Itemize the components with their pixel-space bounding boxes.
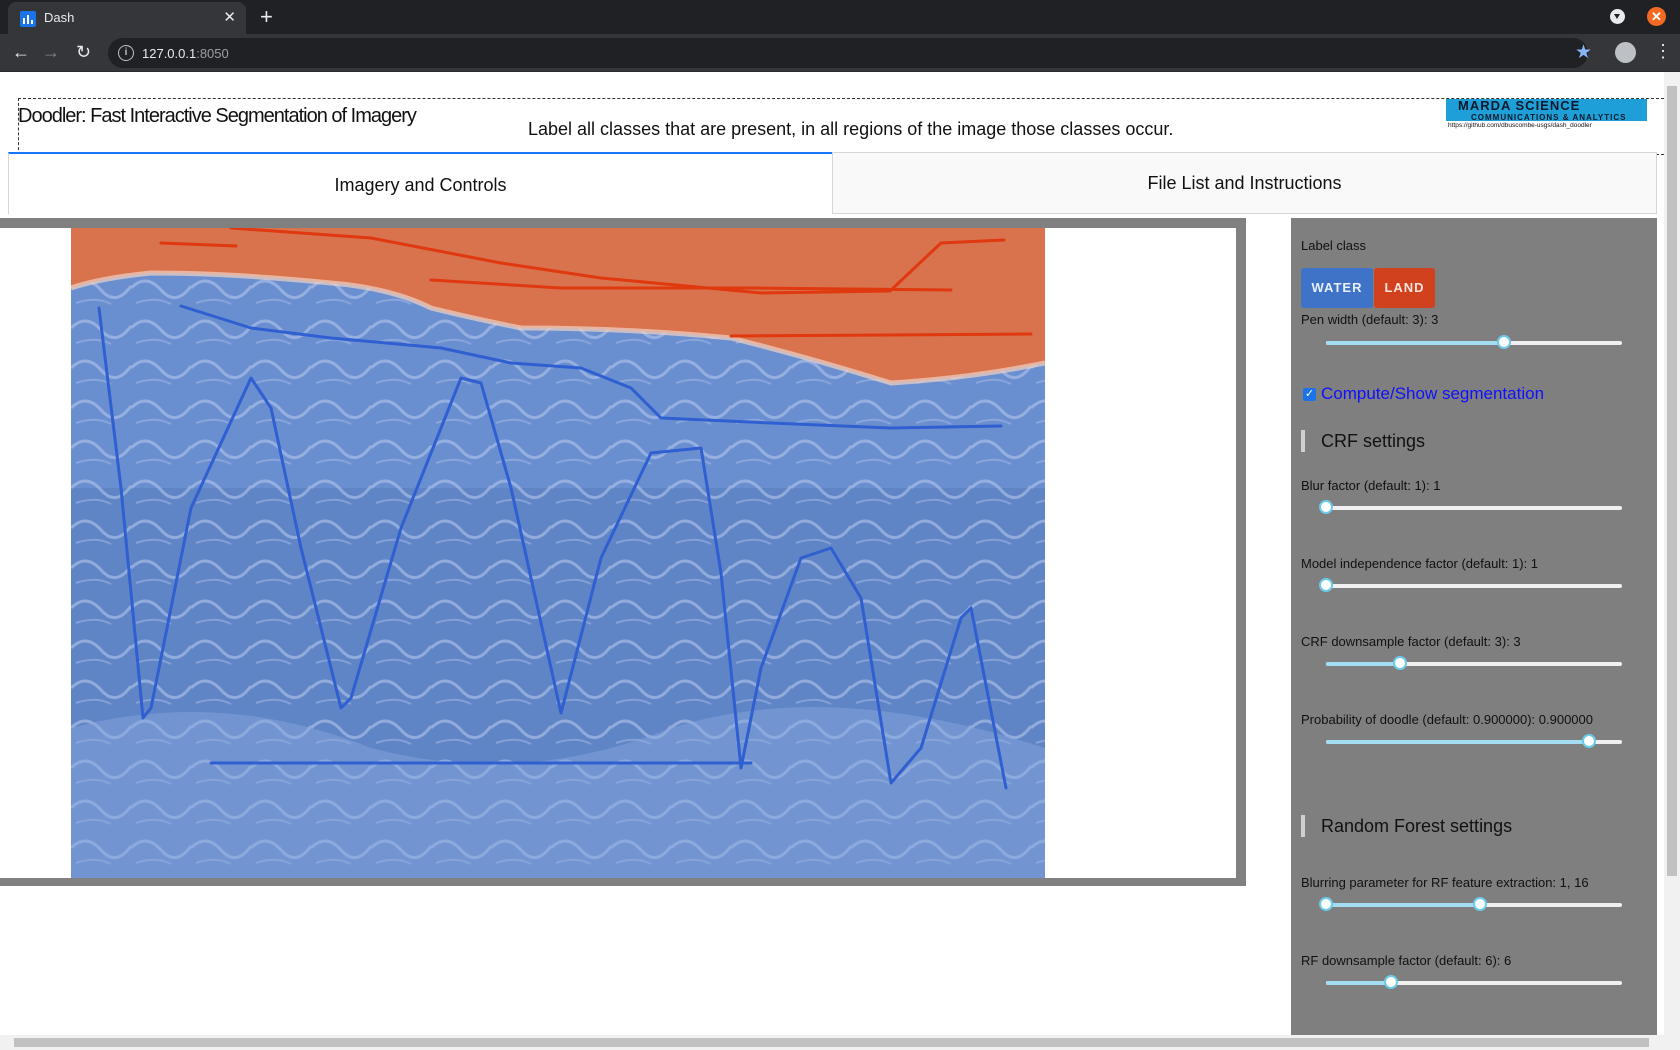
rf-downsample-label: RF downsample factor (default: 6): 6 <box>1301 953 1512 968</box>
tab-file-list-instructions[interactable]: File List and Instructions <box>832 152 1657 214</box>
bookmark-star-icon[interactable]: ★ <box>1575 42 1593 63</box>
land-doodles <box>159 228 1033 338</box>
browser-tab-strip: Dash ✕ + ✕ <box>0 0 1680 34</box>
marda-logo <box>1446 99 1647 121</box>
slider-handle[interactable] <box>1496 335 1511 349</box>
browser-toolbar: ← → ↻ i 127.0.0.1:8050 <box>0 34 1680 72</box>
crf-settings-heading: CRF settings <box>1301 430 1425 452</box>
crf-downsample-slider[interactable] <box>1326 656 1622 670</box>
doodle-probability-label: Probability of doodle (default: 0.900000… <box>1301 712 1593 727</box>
crf-downsample-label: CRF downsample factor (default: 3): 3 <box>1301 634 1521 649</box>
slider-handle[interactable] <box>1319 578 1333 592</box>
dash-favicon-icon <box>20 11 36 27</box>
slider-handle[interactable] <box>1384 975 1399 989</box>
window-close-button[interactable]: ✕ <box>1647 7 1666 26</box>
compute-segmentation-checkbox[interactable]: ✓ <box>1303 388 1316 401</box>
segmented-image[interactable] <box>71 228 1045 878</box>
slider-track-fill <box>1326 903 1480 907</box>
shoreline <box>71 270 1045 386</box>
slider-track-fill <box>1326 662 1400 666</box>
model-independence-slider[interactable] <box>1319 578 1622 592</box>
near-surf-foam <box>71 707 1045 878</box>
rf-downsample-slider[interactable] <box>1326 975 1622 989</box>
water-doodles <box>97 304 1008 790</box>
tab-imagery-controls[interactable]: Imagery and Controls <box>8 152 832 214</box>
slider-track-fill <box>1326 740 1590 744</box>
horizontal-scrollbar[interactable] <box>0 1035 1680 1050</box>
address-bar[interactable]: i 127.0.0.1:8050 <box>108 38 1588 68</box>
back-arrow-icon[interactable]: ← <box>12 42 30 62</box>
tab-close-icon[interactable]: ✕ <box>223 9 236 26</box>
scrollbar-thumb[interactable] <box>14 1038 1649 1047</box>
logo-url: https://github.com/dbuscombe-usgs/dash_d… <box>1448 122 1592 129</box>
blur-factor-slider[interactable] <box>1319 500 1622 514</box>
profile-avatar-icon[interactable] <box>1615 42 1636 63</box>
slider-handle[interactable] <box>1319 500 1333 514</box>
instruction-text: Label all classes that are present, in a… <box>528 119 1174 139</box>
rf-blurring-label: Blurring parameter for RF feature extrac… <box>1301 875 1589 890</box>
slider-track-fill <box>1326 981 1392 985</box>
controls-panel: Label class WATER LAND Pen width (defaul… <box>1291 218 1657 1035</box>
forward-arrow-icon[interactable]: → <box>42 42 60 62</box>
tab-title: Dash <box>44 10 75 25</box>
slider-handle[interactable] <box>1582 734 1597 748</box>
blur-factor-label: Blur factor (default: 1): 1 <box>1301 478 1441 493</box>
logo-subtitle: COMMUNICATIONS & ANALYTICS <box>1471 113 1627 122</box>
model-independence-label: Model independence factor (default: 1): … <box>1301 556 1539 571</box>
pen-width-slider[interactable] <box>1326 335 1622 349</box>
slider-handle-high[interactable] <box>1472 897 1487 911</box>
slider-handle[interactable] <box>1393 656 1407 670</box>
slider-handle-low[interactable] <box>1319 897 1333 911</box>
site-info-icon[interactable]: i <box>118 45 134 61</box>
browser-menu-icon[interactable]: ⋮ <box>1654 41 1672 61</box>
vertical-scrollbar[interactable] <box>1664 72 1680 1035</box>
doodle-probability-slider[interactable] <box>1326 734 1622 748</box>
page-tabs: Imagery and Controls File List and Instr… <box>8 152 1657 214</box>
new-tab-button[interactable]: + <box>260 4 273 29</box>
rf-blurring-range-slider[interactable] <box>1319 897 1622 911</box>
class-button-land[interactable]: LAND <box>1374 268 1435 308</box>
url-text: 127.0.0.1:8050 <box>142 46 229 61</box>
slider-track-fill <box>1326 341 1504 345</box>
page-content: Doodler: Fast Interactive Segmentation o… <box>0 72 1664 1035</box>
class-button-water[interactable]: WATER <box>1301 268 1373 308</box>
reload-icon[interactable]: ↻ <box>76 42 92 62</box>
land-region <box>71 228 1045 383</box>
pen-width-label: Pen width (default: 3): 3 <box>1301 312 1439 327</box>
compute-segmentation-label[interactable]: Compute/Show segmentation <box>1321 384 1545 403</box>
tab-search-icon[interactable] <box>1610 9 1625 24</box>
scrollbar-thumb[interactable] <box>1667 86 1677 876</box>
logo-title: MARDA SCIENCE <box>1458 98 1581 113</box>
random-forest-settings-heading: Random Forest settings <box>1301 815 1512 837</box>
app-title: Doodler: Fast Interactive Segmentation o… <box>18 105 417 127</box>
label-class-heading: Label class <box>1301 238 1367 253</box>
browser-tab[interactable]: Dash ✕ <box>8 2 246 34</box>
